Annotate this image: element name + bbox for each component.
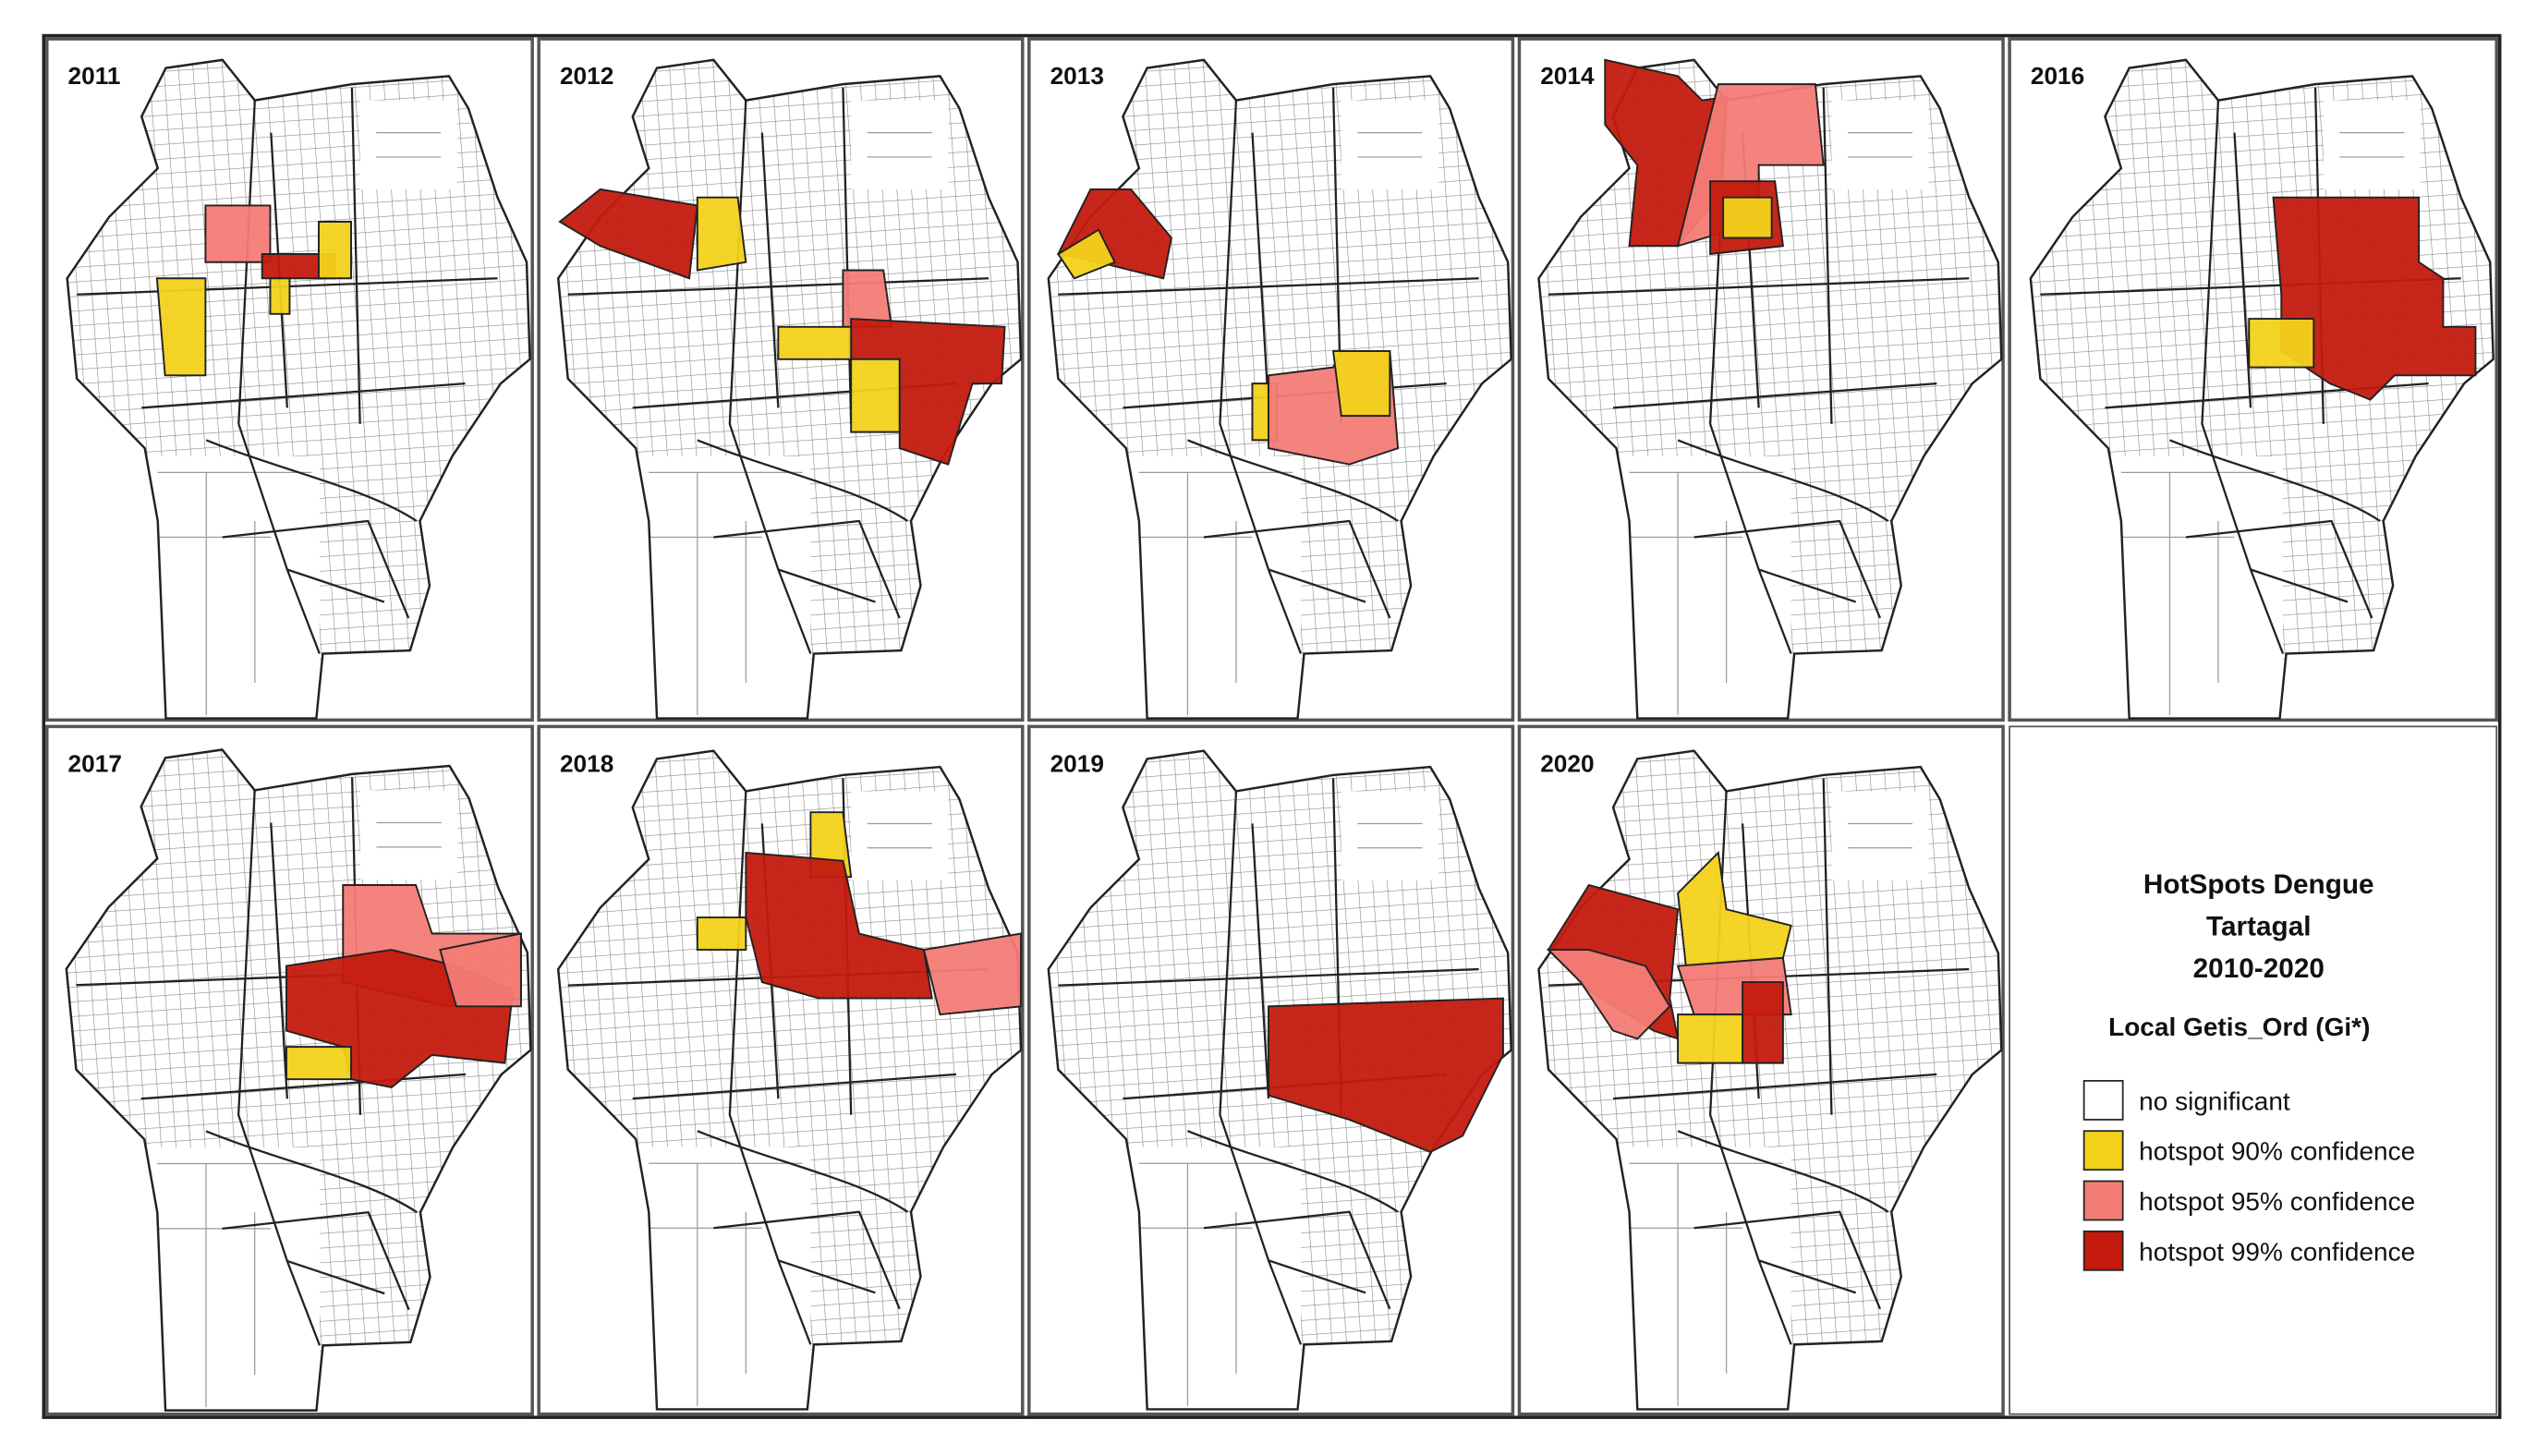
year-label: 2018 <box>560 749 613 777</box>
legend-label: hotspot 90% confidence <box>2139 1137 2415 1166</box>
map-panel: 2016 <box>2008 36 2498 732</box>
legend-swatch <box>2082 1080 2124 1121</box>
year-label: 2013 <box>1050 62 1104 90</box>
hotspot-area <box>922 932 1023 1016</box>
hotspot-area <box>1331 350 1391 418</box>
hotspot-area <box>439 932 522 1008</box>
map-panel: 2018 <box>536 724 1026 1422</box>
legend-label: hotspot 95% confidence <box>2139 1187 2415 1216</box>
year-label: 2020 <box>1540 749 1594 777</box>
legend-title: Tartagal <box>2206 911 2312 941</box>
legend-swatch <box>2082 1130 2124 1171</box>
map-panel: 2014 <box>1516 36 2007 732</box>
hotspot-area <box>1546 949 1671 1040</box>
panels: 2011 2012 2013 2014 2016 2017 2018 2019 2020 <box>43 36 2498 1424</box>
hotspot-area <box>745 851 933 1000</box>
hotspot-area <box>1677 1013 1744 1064</box>
map-panel: 2019 <box>1026 724 1516 1422</box>
hotspot-area <box>1268 997 1504 1154</box>
legend-swatch <box>2082 1230 2124 1271</box>
map-panel: 2017 <box>43 725 535 1424</box>
legend-frame <box>2009 725 2498 1415</box>
hotspot-area <box>777 325 853 360</box>
hotspot-area <box>850 358 901 433</box>
hotspot-area <box>2248 318 2315 369</box>
map-panel: 2012 <box>536 36 1026 732</box>
map-panel: 2013 <box>1026 36 1516 732</box>
year-label: 2019 <box>1050 749 1104 777</box>
map-panel: 2020 <box>1516 724 2007 1422</box>
hotspot-area <box>285 1046 352 1081</box>
legend-label: no significant <box>2139 1086 2290 1115</box>
hotspot-area <box>1742 981 1784 1064</box>
hotspot-area <box>318 221 352 280</box>
hotspot-area <box>155 277 207 377</box>
legend-title: 2010-2020 <box>2193 953 2325 984</box>
legend-title: HotSpots Dengue <box>2143 869 2374 900</box>
year-label: 2011 <box>68 62 121 90</box>
hotspot-area <box>204 204 272 263</box>
map-panel: 2011 <box>44 36 535 732</box>
hotspot-area <box>269 277 291 315</box>
legend-label: hotspot 99% confidence <box>2139 1237 2415 1266</box>
hotspot-area <box>696 916 747 952</box>
hotspot-area <box>1722 196 1773 239</box>
year-label: 2016 <box>2031 62 2084 90</box>
legend-subtitle: Local Getis_Ord (Gi*) <box>2108 1013 2370 1041</box>
year-label: 2017 <box>68 749 122 777</box>
legend-swatch <box>2082 1180 2124 1221</box>
year-label: 2012 <box>560 62 613 90</box>
hotspot-area <box>558 188 698 280</box>
hotspot-area <box>696 196 747 272</box>
year-label: 2014 <box>1540 62 1595 90</box>
legend: HotSpots Dengue Tartagal 2010-2020 Local Ge… <box>2009 725 2498 1415</box>
hotspot-area <box>1056 228 1116 280</box>
